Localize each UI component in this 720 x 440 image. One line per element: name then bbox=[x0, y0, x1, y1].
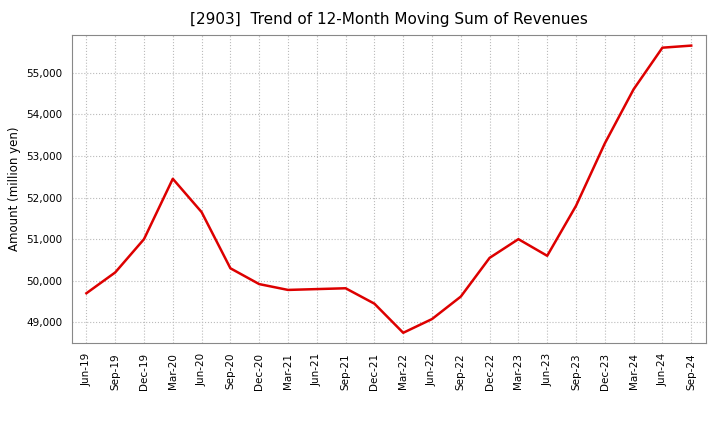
Y-axis label: Amount (million yen): Amount (million yen) bbox=[8, 127, 21, 251]
Title: [2903]  Trend of 12-Month Moving Sum of Revenues: [2903] Trend of 12-Month Moving Sum of R… bbox=[190, 12, 588, 27]
